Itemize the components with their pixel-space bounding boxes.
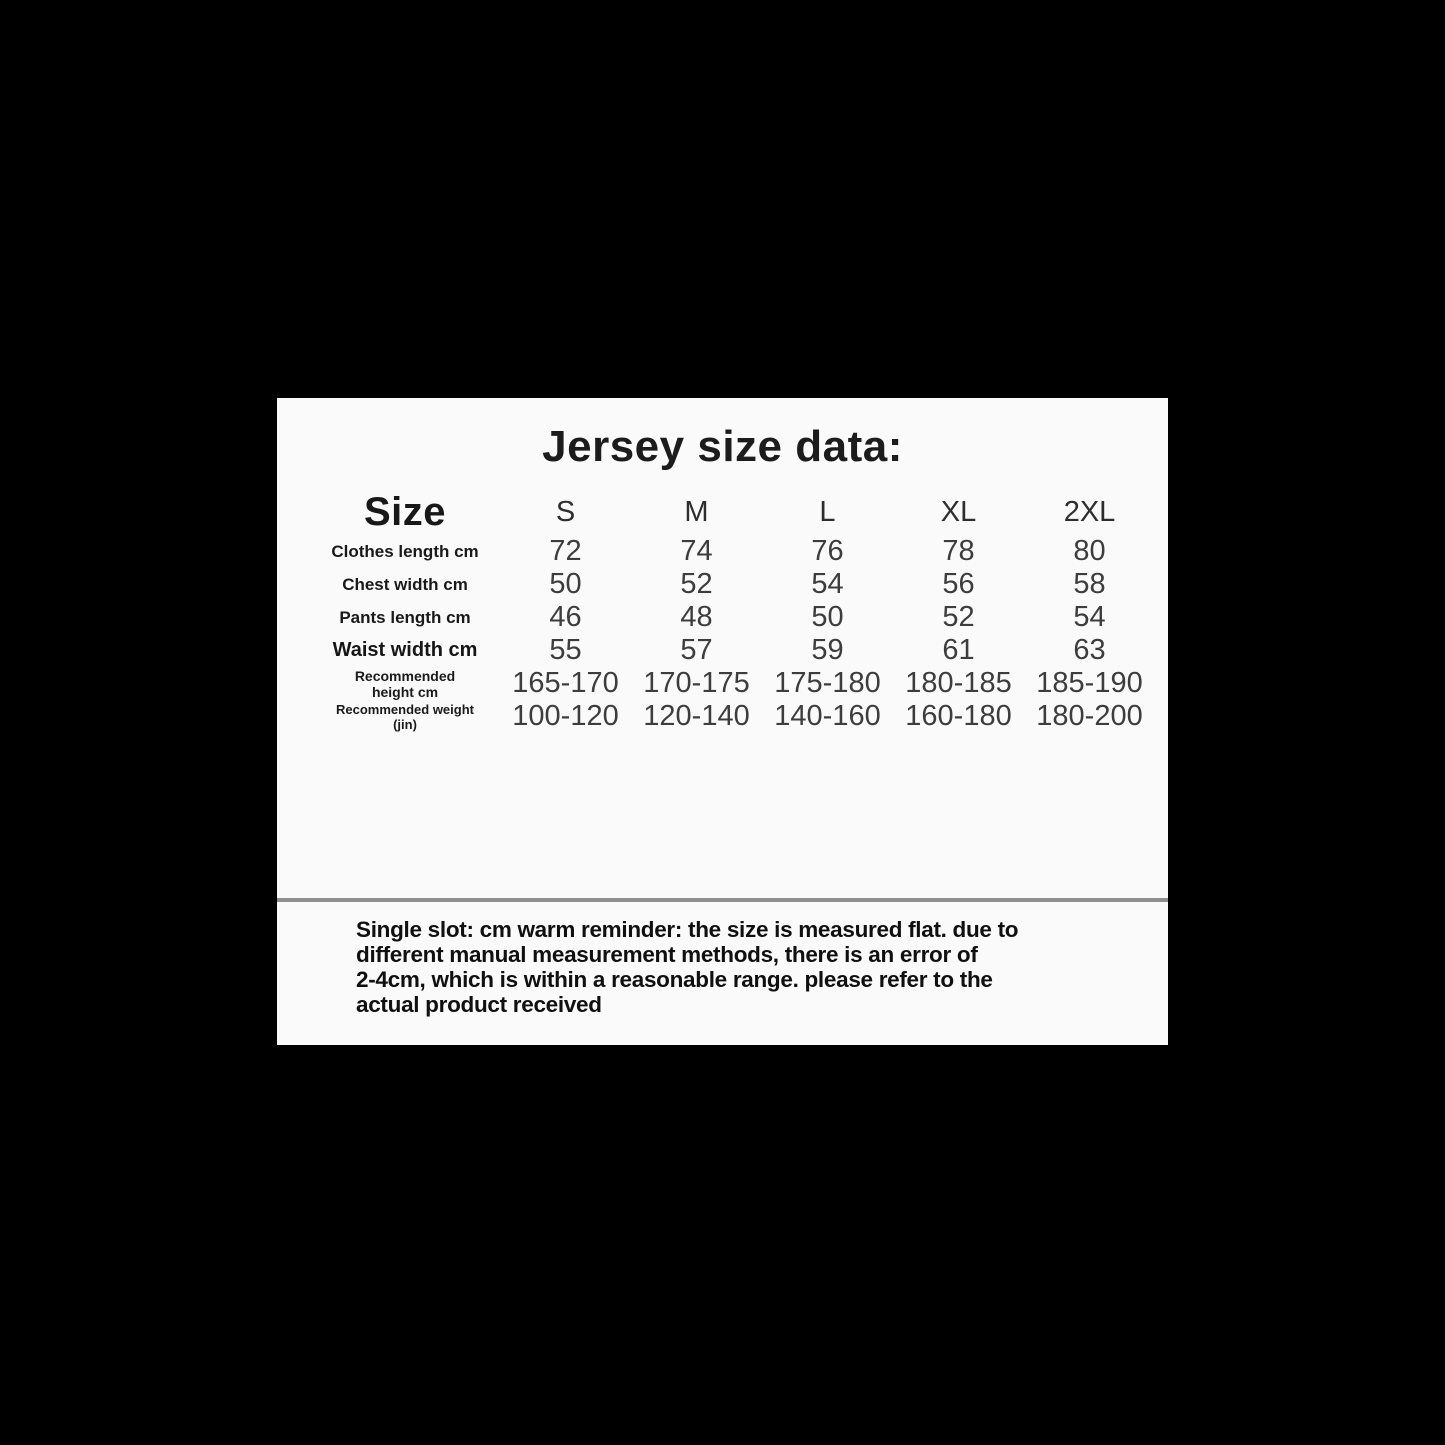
- table-cell: 140-160: [774, 700, 881, 732]
- table-cell: 185-190: [1036, 667, 1143, 699]
- page-title: Jersey size data:: [542, 422, 903, 471]
- row-label-chest-width: Chest width cm: [342, 574, 468, 594]
- table-cell: 57: [680, 634, 713, 666]
- measurement-note: Single slot: cm warm reminder: the size …: [356, 917, 1116, 1017]
- table-cell: 58: [1073, 568, 1106, 600]
- row-label-recommended-weight: Recommended weight (jin): [310, 700, 500, 733]
- table-cell: 56: [942, 568, 975, 600]
- table-cell: 55: [549, 634, 582, 666]
- table-cell: 46: [549, 601, 582, 633]
- row-label-recommended-height: Recommended height cm: [310, 667, 500, 700]
- row-label-waist-width: Waist width cm: [332, 639, 478, 661]
- size-column-header-s: S: [555, 496, 576, 528]
- row-label-clothes-length: Clothes length cm: [331, 541, 479, 561]
- table-cell: 61: [942, 634, 975, 666]
- table-cell: 180-185: [905, 667, 1012, 699]
- note-line: actual product received: [356, 992, 602, 1017]
- table-cell: 100-120: [512, 700, 619, 732]
- horizontal-divider: [277, 898, 1168, 902]
- row-label-pants-length: Pants length cm: [339, 607, 471, 627]
- table-cell: 175-180: [774, 667, 881, 699]
- size-table-corner-header: Size: [363, 490, 447, 534]
- table-cell: 54: [1073, 601, 1106, 633]
- size-column-header-2xl: 2XL: [1063, 496, 1116, 528]
- table-cell: 54: [811, 568, 844, 600]
- size-table: Size S M L XL 2XL Clothes length cm 72 7…: [310, 490, 1155, 733]
- table-cell: 50: [811, 601, 844, 633]
- table-cell: 170-175: [643, 667, 750, 699]
- table-cell: 72: [549, 535, 582, 567]
- table-cell: 165-170: [512, 667, 619, 699]
- note-line: 2-4cm, which is within a reasonable rang…: [356, 967, 993, 992]
- table-cell: 59: [811, 634, 844, 666]
- table-cell: 76: [811, 535, 844, 567]
- table-cell: 48: [680, 601, 713, 633]
- jersey-size-card: Jersey size data: Size S M L XL 2XL Clot…: [277, 398, 1168, 1045]
- table-cell: 78: [942, 535, 975, 567]
- row-label-text: Recommended height cm: [354, 667, 456, 700]
- table-cell: 52: [942, 601, 975, 633]
- table-cell: 120-140: [643, 700, 750, 732]
- size-column-header-l: L: [819, 496, 836, 528]
- table-cell: 74: [680, 535, 713, 567]
- table-cell: 52: [680, 568, 713, 600]
- table-cell: 80: [1073, 535, 1106, 567]
- note-line: different manual measurement methods, th…: [356, 942, 978, 967]
- note-line: Single slot: cm warm reminder: the size …: [356, 917, 1019, 942]
- table-cell: 180-200: [1036, 700, 1143, 732]
- table-cell: 63: [1073, 634, 1106, 666]
- row-label-text: Recommended weight (jin): [336, 701, 474, 732]
- size-column-header-xl: XL: [940, 496, 977, 528]
- table-cell: 160-180: [905, 700, 1012, 732]
- table-cell: 50: [549, 568, 582, 600]
- size-column-header-m: M: [684, 496, 709, 528]
